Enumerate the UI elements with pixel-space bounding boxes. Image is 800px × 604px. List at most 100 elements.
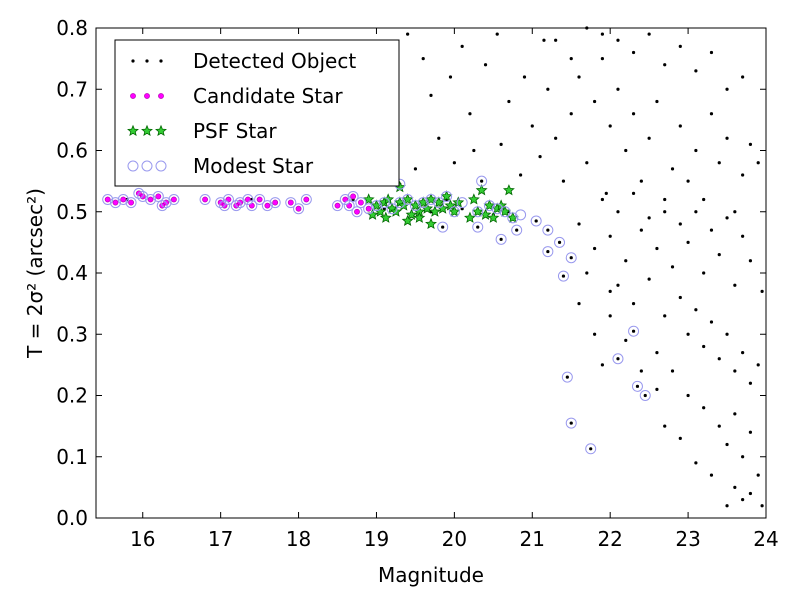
detected-object-point	[569, 112, 573, 116]
modest-star-point	[639, 390, 651, 401]
detected-object-point	[561, 274, 566, 278]
detected-object-point	[569, 57, 573, 61]
modest-star-point	[491, 203, 503, 215]
modest-star-point	[351, 206, 363, 218]
detected-object-point	[686, 393, 690, 398]
detected-object-point	[534, 219, 538, 223]
modest-star-point	[425, 194, 437, 205]
detected-object-point	[616, 283, 620, 287]
modest-star-point	[230, 200, 242, 212]
detected-object-point	[760, 504, 764, 508]
detected-object-point	[589, 447, 593, 451]
modest-star-point	[125, 197, 137, 209]
modest-star-point	[332, 200, 344, 212]
detected-object-point	[577, 222, 581, 226]
detected-object-point	[725, 136, 729, 140]
candidate-star-point	[256, 196, 263, 203]
plot-points	[102, 26, 764, 508]
detected-object-point	[686, 240, 690, 244]
detected-object-point	[452, 161, 456, 165]
detected-object-point	[561, 179, 566, 183]
legend-item-modest-star: Modest Star	[127, 154, 314, 178]
psf-star-point	[425, 217, 437, 230]
modest-star-point	[133, 187, 145, 199]
detected-object-point	[717, 161, 721, 165]
detected-object-point	[647, 136, 651, 140]
detected-object-point	[557, 240, 562, 244]
modest-star-point	[476, 175, 488, 187]
legend-marker-modest-star	[127, 160, 139, 172]
detected-object-point	[670, 369, 675, 373]
modest-star-point	[495, 233, 507, 245]
detected-object-point	[569, 421, 573, 425]
candidate-star-point	[120, 196, 127, 203]
modest-star-point	[542, 224, 554, 236]
candidate-star-point	[155, 193, 162, 200]
detected-object-point	[748, 142, 753, 146]
psf-star-point	[379, 211, 392, 223]
detected-object-point	[631, 302, 636, 306]
candidate-star-point	[334, 202, 341, 209]
modest-star-point	[511, 224, 523, 236]
modest-star-point	[472, 221, 484, 233]
detected-object-point	[725, 442, 729, 447]
detected-object-point	[639, 369, 643, 373]
detected-object-point	[678, 124, 682, 128]
candidate-star-point	[171, 196, 177, 203]
y-tick-label: 0.3	[56, 322, 88, 346]
detected-object-point	[483, 63, 488, 67]
modest-star-point	[417, 197, 429, 209]
modest-star-point	[554, 236, 566, 248]
psf-star-point	[502, 184, 515, 196]
detected-object-point	[694, 210, 698, 214]
modest-star-point	[612, 353, 624, 365]
modest-star-point	[199, 194, 211, 205]
detected-object-point	[639, 179, 643, 183]
modest-star-point	[565, 252, 577, 264]
detected-object-point	[702, 271, 706, 275]
y-tick-label: 0.1	[56, 445, 88, 469]
detected-object-point	[616, 87, 620, 91]
psf-star-point	[366, 208, 379, 220]
modest-star-point	[168, 194, 180, 205]
detected-object-point	[565, 375, 569, 379]
psf-star-point	[471, 205, 484, 217]
detected-object-point	[748, 491, 753, 496]
detected-object-point	[608, 124, 612, 128]
modest-star-point	[242, 194, 254, 205]
y-axis-title: T = 2σ² (arcsec²)	[23, 188, 47, 359]
psf-star-point	[479, 208, 492, 220]
detected-object-point	[608, 289, 612, 293]
modest-star-point	[222, 194, 234, 205]
detected-object-point	[593, 99, 597, 104]
psf-star-point	[448, 205, 461, 217]
detected-object-point	[725, 87, 729, 91]
psf-star-point	[467, 193, 480, 205]
detected-object-point	[476, 225, 480, 229]
detected-object-point	[616, 357, 620, 361]
detected-object-point	[725, 216, 729, 220]
psf-star-point	[436, 202, 449, 214]
legend-marker-candidate-star	[130, 93, 136, 99]
detected-object-point	[593, 332, 597, 336]
detected-object-point	[600, 197, 604, 202]
detected-object-point	[406, 32, 410, 36]
modest-star-point	[117, 194, 129, 205]
detected-object-point	[437, 136, 441, 140]
detected-object-point	[663, 63, 667, 67]
detected-object-point	[748, 381, 753, 385]
detected-object-point	[460, 44, 464, 48]
modest-star-point	[394, 197, 406, 209]
detected-object-point	[585, 161, 589, 165]
legend-marker-detected-object	[145, 59, 149, 63]
detected-object-point	[741, 351, 745, 355]
psf-star-point	[374, 205, 387, 217]
detected-object-point	[733, 412, 737, 416]
y-tick-label: 0.8	[56, 16, 88, 40]
psf-star-point	[428, 205, 441, 217]
detected-object-point	[600, 363, 604, 367]
y-tick-label: 0.5	[56, 200, 88, 224]
detected-object-point	[741, 75, 745, 79]
x-tick-label: 21	[520, 527, 545, 551]
